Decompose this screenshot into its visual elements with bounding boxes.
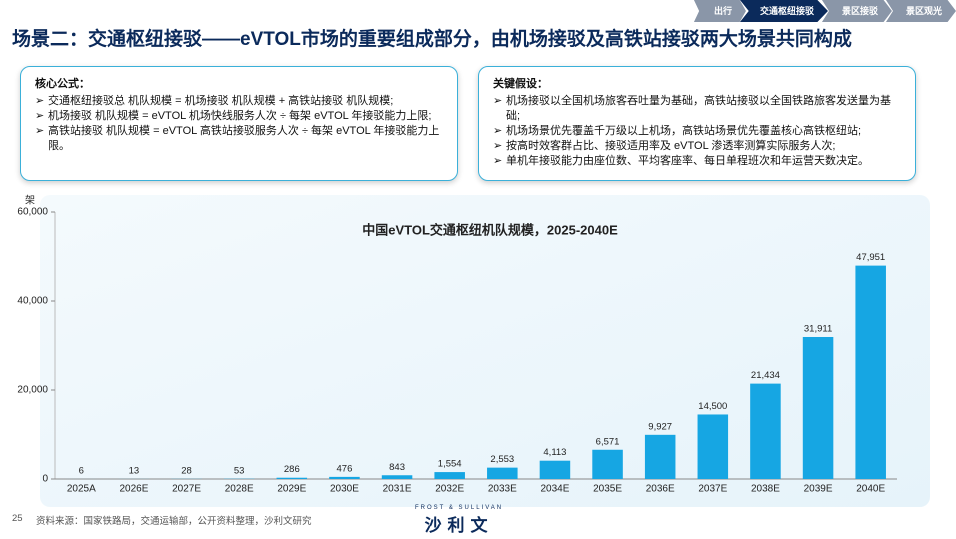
bar xyxy=(592,449,623,479)
y-axis-label: 架 xyxy=(25,195,35,207)
x-tick-label: 2035E xyxy=(593,484,622,495)
value-label: 1,554 xyxy=(438,459,462,470)
assumption-box: 关键假设： 机场接驳以全国机场旅客吞吐量为基础，高铁站接驳以全国铁路旅客发送量为基… xyxy=(478,66,916,181)
value-label: 6 xyxy=(79,465,84,476)
value-label: 4,113 xyxy=(543,447,566,458)
x-tick-label: 2038E xyxy=(751,484,780,495)
list-item: 机场接驳以全国机场旅客吞吐量为基础，高铁站接驳以全国铁路旅客发送量为基础; xyxy=(493,94,901,124)
x-tick-label: 2039E xyxy=(804,484,833,495)
y-tick-label: 60,000 xyxy=(17,207,48,218)
chart: 架 中国eVTOL交通枢纽机队规模，2025-2040E 0 20,000 40,0… xyxy=(17,195,930,507)
y-tick-label: 0 xyxy=(42,474,48,485)
chart-title: 中国eVTOL交通枢纽机队规模，2025-2040E xyxy=(362,222,618,237)
nav-tab[interactable]: 景区接驳 xyxy=(821,0,892,22)
value-label: 14,500 xyxy=(698,401,727,412)
value-label: 476 xyxy=(337,463,353,474)
list-item: 单机年接驳能力由座位数、平均客座率、每日单程班次和年运营天数决定。 xyxy=(493,154,901,169)
formula-box: 核心公式： 交通枢纽接驳总 机队规模 = 机场接驳 机队规模 + 高铁站接驳 机队… xyxy=(20,66,458,181)
chart-background xyxy=(40,195,930,507)
x-tick-label: 2032E xyxy=(435,484,464,495)
bar xyxy=(539,460,571,479)
x-tick-label: 2030E xyxy=(330,484,359,495)
bar xyxy=(855,265,886,479)
value-label: 47,951 xyxy=(856,252,885,263)
x-tick-label: 2029E xyxy=(277,484,306,495)
logo-text: 沙利文 xyxy=(424,516,494,535)
bar xyxy=(802,336,834,479)
value-label: 13 xyxy=(129,465,140,476)
value-label: 31,911 xyxy=(804,324,832,335)
list-item: 交通枢纽接驳总 机队规模 = 机场接驳 机队规模 + 高铁站接驳 机队规模; xyxy=(35,94,443,109)
value-label: 843 xyxy=(389,462,405,473)
assumption-list: 机场接驳以全国机场旅客吞吐量为基础，高铁站接驳以全国铁路旅客发送量为基础;机场场… xyxy=(493,94,901,169)
x-tick-label: 2040E xyxy=(856,484,885,495)
x-tick-label: 2026E xyxy=(119,484,148,495)
value-label: 21,434 xyxy=(751,370,780,381)
nav-tab[interactable]: 交通枢纽接驳 xyxy=(739,0,828,22)
bar xyxy=(381,475,413,479)
value-label: 6,571 xyxy=(596,436,620,447)
list-item: 高铁站接驳 机队规模 = eVTOL 高铁站接驳服务人次 ÷ 每架 eVTOL … xyxy=(35,124,443,154)
page-number: 25 xyxy=(12,513,23,524)
value-label: 28 xyxy=(181,465,192,476)
bar xyxy=(329,476,360,479)
bar xyxy=(644,434,676,479)
list-item: 机场接驳 机队规模 = eVTOL 机场快线服务人次 ÷ 每架 eVTOL 年接… xyxy=(35,109,443,124)
y-tick-label: 40,000 xyxy=(17,296,48,307)
formula-list: 交通枢纽接驳总 机队规模 = 机场接驳 机队规模 + 高铁站接驳 机队规模;机场… xyxy=(35,94,443,154)
bar xyxy=(697,414,729,479)
x-tick-label: 2036E xyxy=(646,484,675,495)
nav-bar: 出行 交通枢纽接驳 景区接驳 景区观光 xyxy=(693,0,956,22)
bar xyxy=(276,477,308,479)
x-tick-label: 2037E xyxy=(698,484,727,495)
value-label: 286 xyxy=(284,464,300,475)
value-label: 9,927 xyxy=(648,421,672,432)
box-title: 核心公式： xyxy=(35,78,90,90)
x-tick-label: 2028E xyxy=(225,484,254,495)
x-tick-label: 2027E xyxy=(172,484,201,495)
y-tick-label: 20,000 xyxy=(17,385,48,396)
x-tick-label: 2033E xyxy=(488,484,517,495)
bar xyxy=(750,383,781,479)
box-title: 关键假设： xyxy=(493,78,548,90)
logo-small: FROST & SULLIVAN xyxy=(415,505,504,511)
logo: FROST & SULLIVAN 沙利文 xyxy=(415,505,503,536)
list-item: 按高时效客群占比、接驳适用率及 eVTOL 渗透率测算实际服务人次; xyxy=(493,139,901,154)
value-label: 2,553 xyxy=(490,454,514,465)
list-item: 机场场景优先覆盖千万级以上机场，高铁站场景优先覆盖核心高铁枢纽站; xyxy=(493,124,901,139)
x-tick-label: 2025A xyxy=(67,484,96,495)
value-label: 53 xyxy=(234,465,245,476)
nav-tab[interactable]: 景区观光 xyxy=(885,0,956,22)
x-tick-label: 2031E xyxy=(383,484,412,495)
bar xyxy=(487,467,518,479)
nav-tab[interactable]: 出行 xyxy=(693,0,746,22)
source-note: 资料来源：国家铁路局，交通运输部，公开资料整理，沙利文研究 xyxy=(36,516,312,527)
x-tick-label: 2034E xyxy=(540,484,569,495)
bar xyxy=(434,472,465,479)
slide-title: 场景二：交通枢纽接驳——eVTOL市场的重要组成部分，由机场接驳及高铁站接驳两大… xyxy=(12,29,852,50)
